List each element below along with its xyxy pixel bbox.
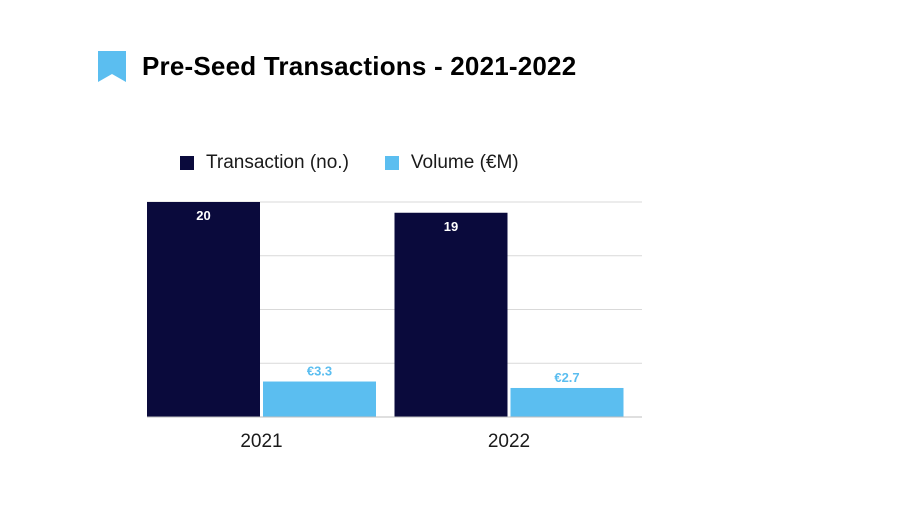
- x-tick-label: 2021: [240, 431, 282, 452]
- x-tick-label: 2022: [488, 431, 530, 452]
- bar-2022-volume: [510, 387, 624, 417]
- data-label: €3.3: [307, 364, 332, 379]
- bar-2021-volume: [263, 381, 376, 417]
- bar-2021-transactions: [147, 202, 260, 417]
- data-label: 20: [196, 208, 210, 223]
- bookmark-icon: [98, 50, 126, 82]
- data-label: €2.7: [554, 370, 579, 385]
- bar-2022-transactions: [394, 212, 508, 417]
- legend-item-transactions: Transaction (no.): [180, 152, 349, 174]
- chart-header: Pre-Seed Transactions - 2021-2022: [98, 50, 576, 82]
- legend-swatch-transactions: [180, 156, 194, 170]
- legend-item-volume: Volume (€M): [384, 152, 519, 174]
- legend-label-volume: Volume (€M): [410, 152, 519, 173]
- legend-label-transactions: Transaction (no.): [206, 152, 349, 173]
- chart-title: Pre-Seed Transactions - 2021-2022: [142, 50, 577, 81]
- data-label: 19: [444, 219, 458, 234]
- chart-legend: Transaction (no.) Volume (€M): [180, 152, 555, 174]
- legend-swatch-volume: [384, 156, 399, 170]
